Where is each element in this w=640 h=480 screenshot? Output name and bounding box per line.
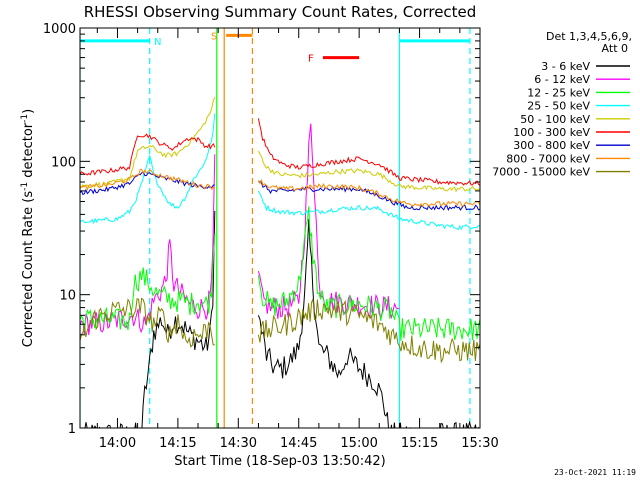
x-tick-label: 14:30 bbox=[220, 436, 257, 451]
plot-area: N S F bbox=[80, 28, 480, 428]
legend-header-line-1: Det 1,3,4,5,6,9, bbox=[546, 30, 632, 43]
legend-label-2: 12 - 25 keV bbox=[527, 86, 590, 99]
x-tick-label: 15:30 bbox=[461, 436, 498, 451]
timestamp: 23-Oct-2021 11:19 bbox=[554, 468, 636, 477]
series-line-2 bbox=[80, 206, 480, 342]
legend-label-7: 800 - 7000 keV bbox=[506, 152, 590, 165]
series-line-0 bbox=[84, 210, 480, 428]
y-tick-label: 1 bbox=[68, 422, 76, 437]
legend-label-1: 6 - 12 keV bbox=[534, 73, 590, 86]
x-axis-label: Start Time (18-Sep-03 13:50:42) bbox=[174, 454, 385, 469]
legend-label-4: 50 - 100 keV bbox=[520, 113, 590, 126]
y-axis-label-mid: detector bbox=[21, 122, 36, 182]
legend-header-line-2: Att 0 bbox=[602, 42, 628, 55]
x-tick-label: 14:00 bbox=[99, 436, 136, 451]
x-tick-label: 14:15 bbox=[159, 436, 196, 451]
series-line-8 bbox=[80, 297, 480, 364]
y-tick-label: 1000 bbox=[43, 22, 76, 37]
marker-label-F: F bbox=[308, 54, 314, 65]
y-tick-label: 100 bbox=[51, 155, 76, 170]
plot-frame bbox=[79, 27, 481, 429]
plot-inner bbox=[80, 28, 480, 428]
legend-label-8: 7000 - 15000 keV bbox=[492, 166, 590, 179]
y-axis-label-sup1: -1 bbox=[20, 182, 30, 191]
y-axis-label-main: Corrected Count Rate (s bbox=[21, 191, 36, 348]
legend-label-6: 300 - 800 keV bbox=[513, 139, 590, 152]
series-line-7 bbox=[80, 168, 480, 208]
x-axis: 14:00 14:15 14:30 14:45 15:00 15:15 15:30 bbox=[96, 28, 499, 451]
y-axis-label-sup2: -1 bbox=[20, 114, 30, 123]
y-tick-label: 10 bbox=[59, 289, 76, 304]
series-line-3 bbox=[80, 113, 480, 231]
legend-label-3: 25 - 50 keV bbox=[527, 100, 590, 113]
x-tick-label: 15:00 bbox=[340, 436, 377, 451]
x-tick-label: 14:45 bbox=[280, 436, 317, 451]
y-axis-label: Corrected Count Rate (s-1 detector-1) bbox=[20, 109, 36, 347]
marker-label-N: N bbox=[154, 37, 161, 48]
chart-title: RHESSI Observing Summary Count Rates, Co… bbox=[84, 3, 477, 21]
y-axis-label-end: ) bbox=[21, 109, 36, 114]
y-axis: 1 10 100 1000 bbox=[43, 22, 480, 437]
legend-label-0: 3 - 6 keV bbox=[541, 60, 590, 73]
x-tick-label: 15:15 bbox=[401, 436, 438, 451]
legend-label-5: 100 - 300 keV bbox=[513, 126, 590, 139]
series-line-5 bbox=[80, 118, 480, 186]
marker-label-S: S bbox=[211, 31, 217, 42]
